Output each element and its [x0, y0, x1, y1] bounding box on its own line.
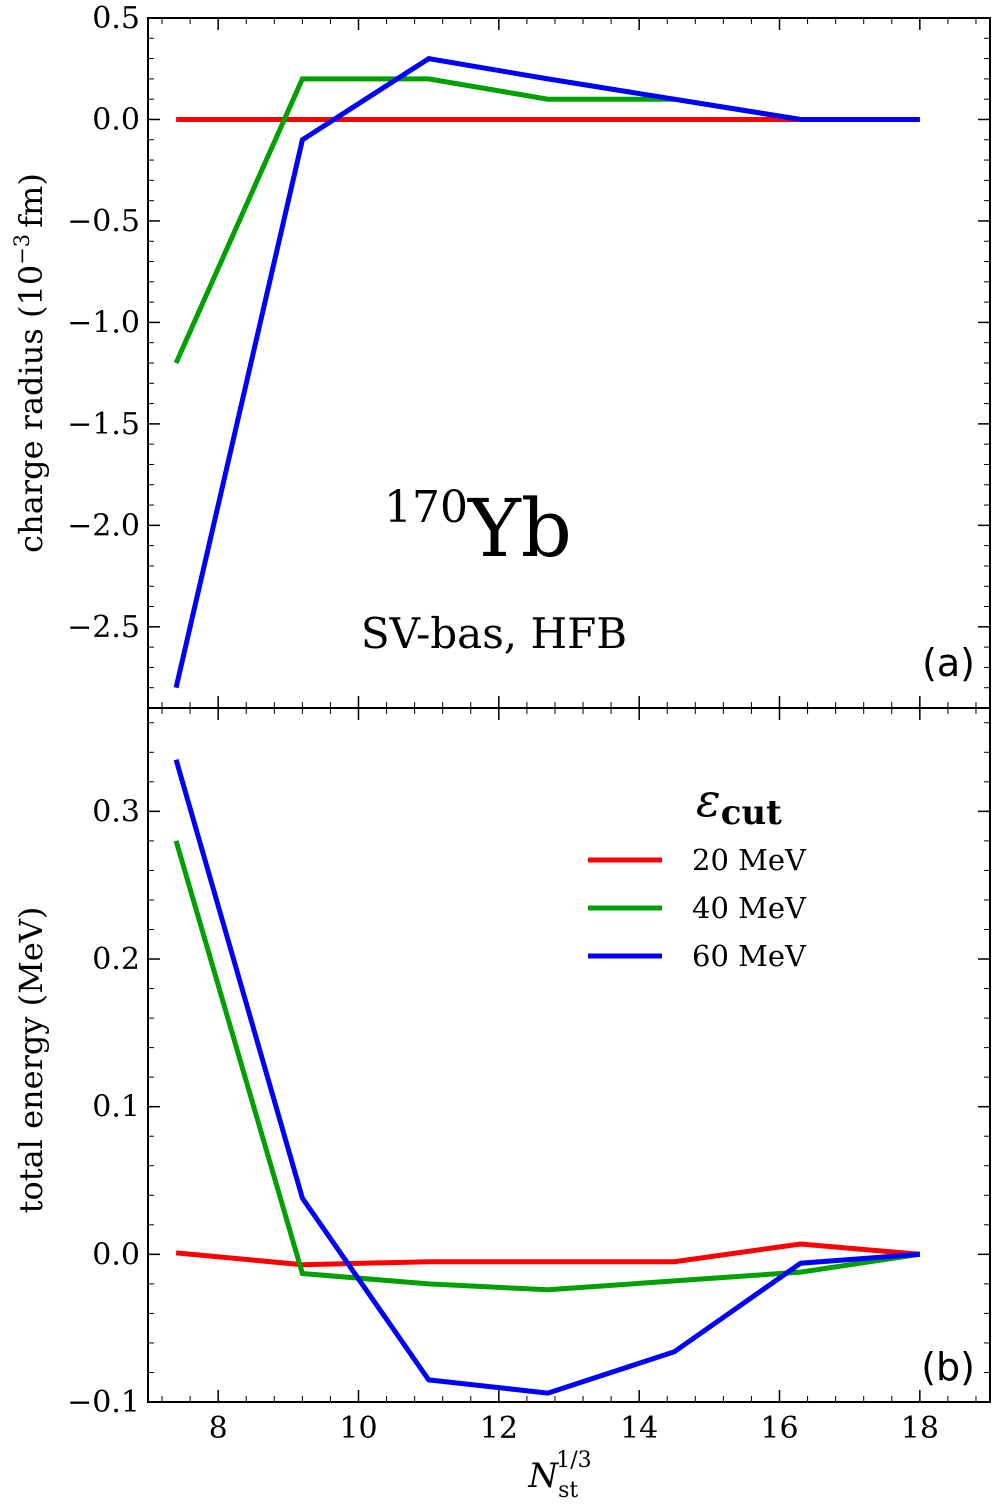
y-tick-label: 0.2 [92, 942, 140, 977]
x-tick-label: 10 [339, 1411, 377, 1446]
legend: εcut 20 MeV 40 MeV 60 MeV [588, 773, 807, 973]
legend-items: 20 MeV 40 MeV 60 MeV [588, 843, 807, 973]
x-tick-label: 18 [901, 1411, 939, 1446]
panel-b-series-line-40-mev [173, 840, 921, 1293]
y-tick-label: −0.5 [67, 204, 140, 239]
y-tick-label: −2.5 [67, 610, 140, 645]
nucleus-mass-number: 170 [384, 482, 468, 533]
panel-b-xlabel: Nst1/3 [527, 1448, 591, 1503]
panel-a-ticks: 0.5 0.0 −0.5 −1.0 −1.5 −2.0 −2.5 [67, 1, 990, 709]
y-tick-label: 0.0 [92, 102, 140, 137]
x-tick-label: 8 [209, 1411, 228, 1446]
panel-a-tag: (a) [922, 641, 975, 685]
legend-label: 20 MeV [692, 843, 807, 877]
method-label: SV-bas, HFB [361, 609, 627, 658]
x-tick-label: 16 [760, 1411, 798, 1446]
legend-title: εcut [696, 773, 782, 833]
y-tick-label: 0.1 [92, 1090, 140, 1125]
x-tick-label: 12 [480, 1411, 518, 1446]
panel-a-series-line-60-mev [173, 55, 920, 689]
panel-b-ticks: 0.3 0.2 0.1 0.0 −0.1 8 10 12 14 16 18 [67, 708, 990, 1446]
y-tick-label: −1.0 [67, 305, 140, 340]
nucleus-label: 170Yb [384, 482, 572, 575]
panel-b-series-line-60-mev [173, 759, 920, 1396]
panel-a-ylabel: charge radius (10−3fm) [10, 173, 50, 553]
y-tick-label: −1.5 [67, 407, 140, 442]
panel-b-ylabel: total energy (MeV) [12, 907, 50, 1214]
panel-b-frame [147, 707, 991, 1403]
legend-label: 40 MeV [692, 891, 807, 925]
panel-b-total-energy: 0.3 0.2 0.1 0.0 −0.1 8 10 12 14 16 18 total energy… [12, 707, 991, 1503]
y-tick-label: 0.0 [92, 1237, 140, 1272]
panel-a-charge-radius: 0.5 0.0 −0.5 −1.0 −1.5 −2.0 −2.5 charge radius… [10, 1, 991, 709]
y-tick-label: 0.5 [92, 1, 140, 36]
legend-label: 60 MeV [692, 939, 807, 973]
y-tick-label: −2.0 [67, 508, 140, 543]
panel-b-tag: (b) [921, 1345, 975, 1389]
panel-a-series-lines [173, 55, 920, 689]
x-tick-label: 14 [620, 1411, 658, 1446]
nucleus-symbol: Yb [467, 482, 572, 575]
y-tick-label: −0.1 [67, 1385, 140, 1420]
panel-b-series-lines [173, 759, 921, 1396]
y-tick-label: 0.3 [92, 794, 140, 829]
